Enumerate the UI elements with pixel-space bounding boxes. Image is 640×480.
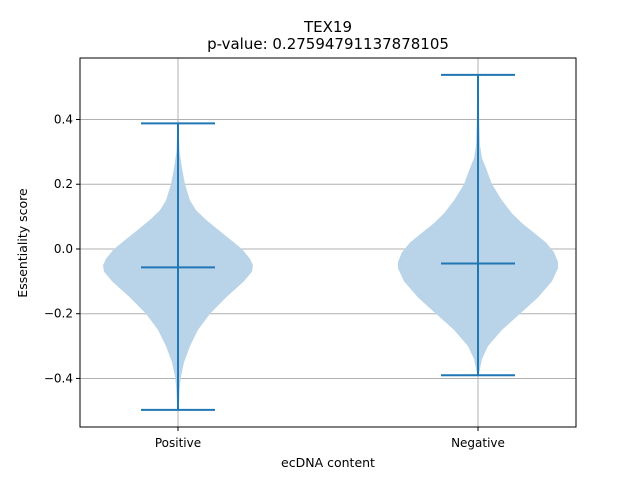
y-tick-label: 0.4 [54,113,73,127]
x-tick-label: Positive [155,436,201,450]
violin-layer [103,73,558,411]
y-tick-label: 0.0 [54,242,73,256]
x-tick-label: Negative [451,436,505,450]
y-tick-label: −0.2 [44,307,73,321]
y-tick-label: 0.2 [54,177,73,191]
axis-layer: −0.4 −0.2 0.0 0.2 0.4 Positive Negative [44,113,505,451]
y-axis-label: Essentiality score [15,188,30,298]
chart-title: TEX19 [303,18,352,36]
chart-subtitle: p-value: 0.27594791137878105 [207,35,449,53]
y-tick-label: −0.4 [44,371,73,385]
x-axis-label: ecDNA content [281,455,375,470]
plot-frame [79,57,577,428]
